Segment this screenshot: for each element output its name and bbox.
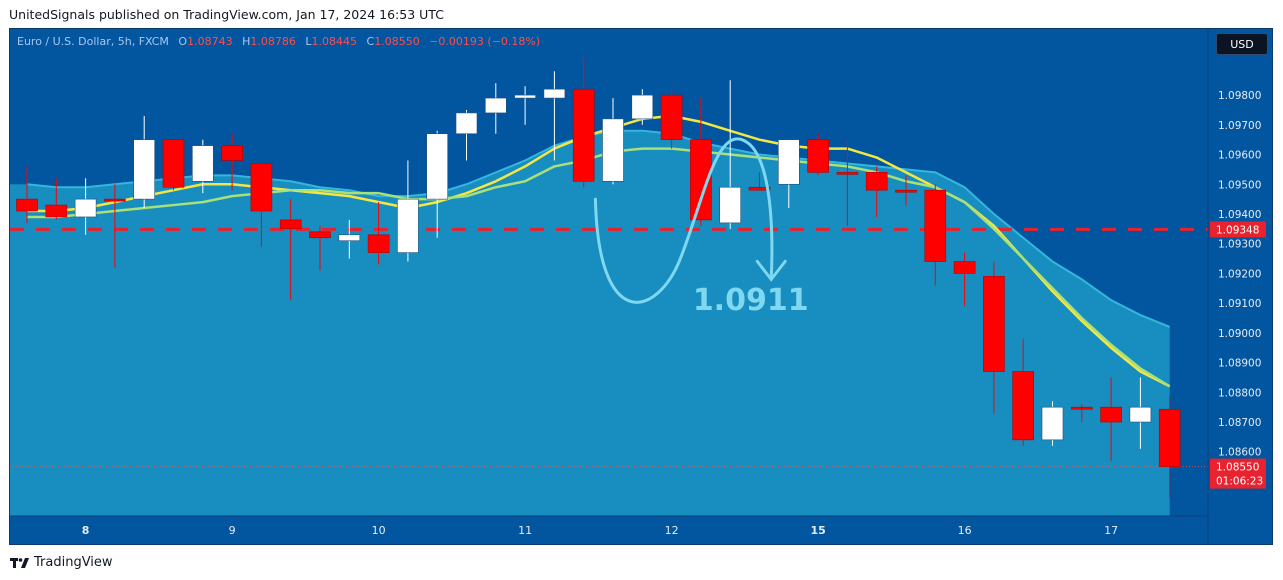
candle-body [660, 94, 683, 140]
high-label: H [242, 35, 251, 48]
tradingview-icon [10, 557, 29, 568]
candle-body [45, 204, 68, 218]
candle-body [631, 94, 654, 120]
candle-body [221, 145, 243, 161]
tradingview-logo[interactable]: TradingView [10, 555, 113, 570]
candle-body [426, 133, 449, 200]
candle-body [74, 198, 97, 218]
price-tick-label: 1.09000 [1218, 328, 1261, 340]
candle-body [836, 172, 859, 175]
chart-area[interactable]: 1.0911 8 9 10 11 12 15 16 17 1.09800 1.09700 1.0960… [9, 28, 1273, 545]
candle-body [250, 163, 273, 212]
candle-body [1071, 406, 1093, 410]
candle-body [602, 118, 624, 182]
projection-arrow-path [593, 137, 774, 304]
candle-body [924, 189, 947, 262]
time-tick-label: 17 [1104, 524, 1118, 537]
high-value: 1.08786 [250, 35, 296, 48]
candle-body [397, 198, 419, 253]
last-price-tag [1210, 458, 1266, 489]
price-tick-label: 1.08600 [1218, 447, 1261, 459]
time-tick-label: 15 [810, 524, 825, 537]
candle-body [192, 145, 214, 182]
time-tick-label: 11 [518, 524, 532, 537]
low-value: 1.08445 [311, 35, 358, 48]
change-value: −0.00193 (−0.18%) [429, 35, 541, 48]
candle-body [1158, 408, 1181, 467]
candle-body [16, 198, 38, 212]
price-tick-label: 1.08700 [1218, 417, 1261, 429]
target-price-label: 1.0911 [693, 283, 809, 318]
price-tick-label: 1.09500 [1218, 179, 1261, 191]
candle-body [338, 234, 361, 242]
symbol-legend: Euro / U.S. Dollar, 5h, FXCM O1.08743 H1… [17, 35, 540, 48]
projection-arrow-head [755, 259, 787, 282]
time-tick-label: 12 [665, 524, 679, 537]
open-value: 1.08743 [187, 35, 233, 48]
candle-body [1041, 406, 1064, 441]
candle-body [983, 276, 1005, 372]
candle-body [690, 139, 712, 221]
price-tick-label: 1.09300 [1218, 239, 1261, 251]
price-tick-label: 1.09800 [1218, 90, 1261, 102]
candle-body [543, 88, 566, 99]
candle-body [865, 172, 888, 191]
candle-body [309, 231, 331, 239]
time-tick-label: 10 [372, 524, 386, 537]
candle-body [1100, 406, 1122, 423]
price-tick-label: 1.09600 [1218, 150, 1261, 162]
price-tick-label: 1.09100 [1218, 298, 1261, 310]
candle-body [514, 94, 536, 99]
candle-body [953, 261, 976, 274]
last-price-label: 1.08550 [1216, 462, 1259, 474]
candle-body [367, 234, 390, 253]
close-label: C [366, 35, 375, 48]
candle-body [777, 139, 800, 185]
open-label: O [178, 35, 188, 48]
candle-body [162, 139, 185, 188]
candle-body [807, 139, 829, 173]
candle-body [1129, 406, 1152, 423]
price-tick-label: 1.09400 [1218, 209, 1261, 221]
price-chart[interactable]: 1.0911 8 9 10 11 12 15 16 17 1.09800 1.09700 1.0960… [10, 29, 1272, 544]
candle-body [133, 139, 155, 200]
candle-body [279, 219, 302, 230]
currency-button[interactable]: USD [1216, 33, 1268, 55]
time-tick-label: 8 [82, 524, 90, 537]
level-price-label: 1.09348 [1216, 224, 1259, 236]
close-value: 1.08550 [374, 35, 420, 48]
price-tick-label: 1.08800 [1218, 387, 1261, 399]
time-axis-strip [10, 516, 1208, 544]
price-tick-label: 1.09200 [1218, 268, 1261, 280]
symbol-name: Euro / U.S. Dollar, 5h, FXCM [17, 35, 169, 48]
price-tick-label: 1.08900 [1218, 358, 1261, 370]
candle-body [572, 88, 595, 182]
low-label: L [305, 35, 312, 48]
price-axis [1208, 29, 1272, 544]
publish-info: UnitedSignals published on TradingView.c… [9, 7, 444, 22]
candle-body [1012, 371, 1035, 441]
indicator-band-line [26, 129, 1171, 328]
price-tick-label: 1.09700 [1218, 120, 1261, 132]
bar-countdown-label: 01:06:23 [1216, 476, 1263, 488]
candle-body [104, 198, 126, 202]
candle-body [748, 186, 771, 191]
candle-body [455, 112, 478, 135]
level-price-tag [1210, 221, 1266, 238]
time-tick-label: 16 [958, 524, 972, 537]
tradingview-brand: TradingView [34, 555, 113, 570]
candle-body [895, 189, 917, 193]
candle-body [484, 97, 507, 114]
time-tick-label: 9 [229, 524, 236, 537]
moving-average-slow [27, 147, 1171, 388]
candle-body [719, 186, 742, 224]
